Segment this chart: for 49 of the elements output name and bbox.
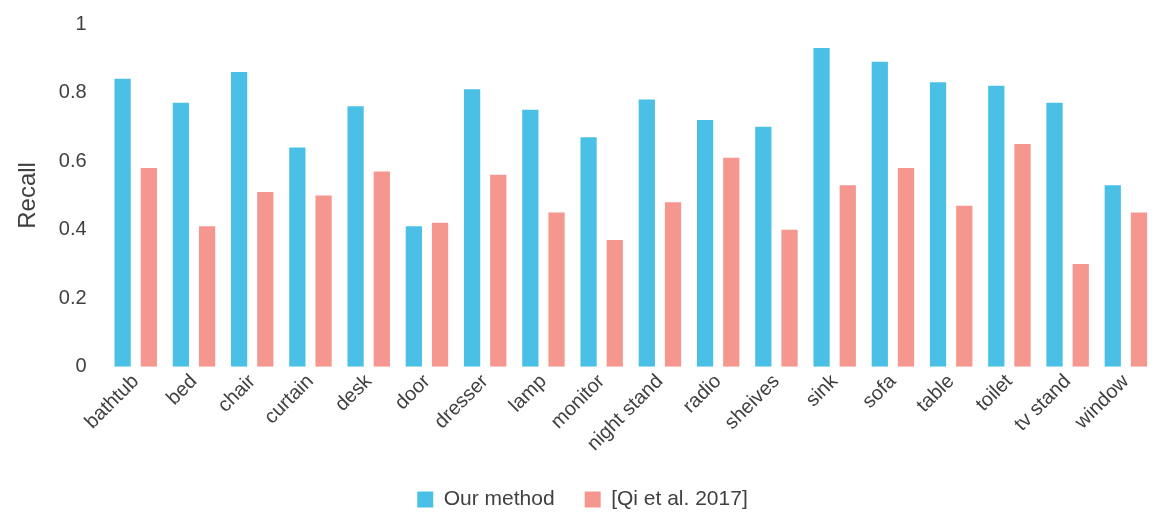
y-tick-label: 0.4 <box>58 217 87 240</box>
bar <box>431 222 449 367</box>
y-tick-label: 0.6 <box>58 148 87 171</box>
bar <box>289 147 306 367</box>
bar <box>606 239 623 367</box>
bar <box>988 85 1005 367</box>
bar <box>839 185 856 367</box>
bar <box>548 212 565 367</box>
bar <box>315 195 332 367</box>
bar <box>929 82 947 367</box>
bar <box>198 226 216 367</box>
bar <box>463 89 481 367</box>
bar <box>405 226 422 367</box>
y-axis-title: Recall <box>13 162 41 229</box>
bar <box>230 72 248 367</box>
bar <box>813 48 830 367</box>
y-tick-label: 0.8 <box>58 80 87 103</box>
bar <box>347 106 364 367</box>
bar <box>522 109 539 367</box>
bar <box>897 167 915 367</box>
bar <box>755 126 772 367</box>
bar <box>664 202 682 367</box>
y-tick-label: 1 <box>75 11 87 34</box>
bar <box>580 137 597 367</box>
x-tick-label: bed <box>161 369 201 409</box>
bar <box>1046 102 1063 367</box>
x-tick-label: sink <box>800 368 843 411</box>
legend-label: [Qi et al. 2017] <box>611 486 748 510</box>
bar <box>1130 212 1148 367</box>
bar <box>723 157 740 367</box>
y-tick-label: 0.2 <box>58 285 87 308</box>
y-tick-label: 0 <box>75 354 87 377</box>
bar <box>373 171 390 367</box>
bar <box>1104 185 1121 367</box>
bar <box>781 229 798 367</box>
bar <box>490 174 507 367</box>
bar <box>871 61 888 367</box>
bar <box>1072 263 1089 367</box>
bar <box>956 205 973 367</box>
bar <box>638 99 655 367</box>
bar <box>172 102 189 367</box>
bar <box>257 191 274 367</box>
x-tick-label: sofa <box>857 368 901 412</box>
bar <box>1014 143 1031 367</box>
x-tick-label: door <box>389 369 434 414</box>
bar <box>140 167 157 367</box>
legend-label: Our method <box>443 486 555 510</box>
bar <box>696 120 714 367</box>
bar <box>114 78 131 367</box>
